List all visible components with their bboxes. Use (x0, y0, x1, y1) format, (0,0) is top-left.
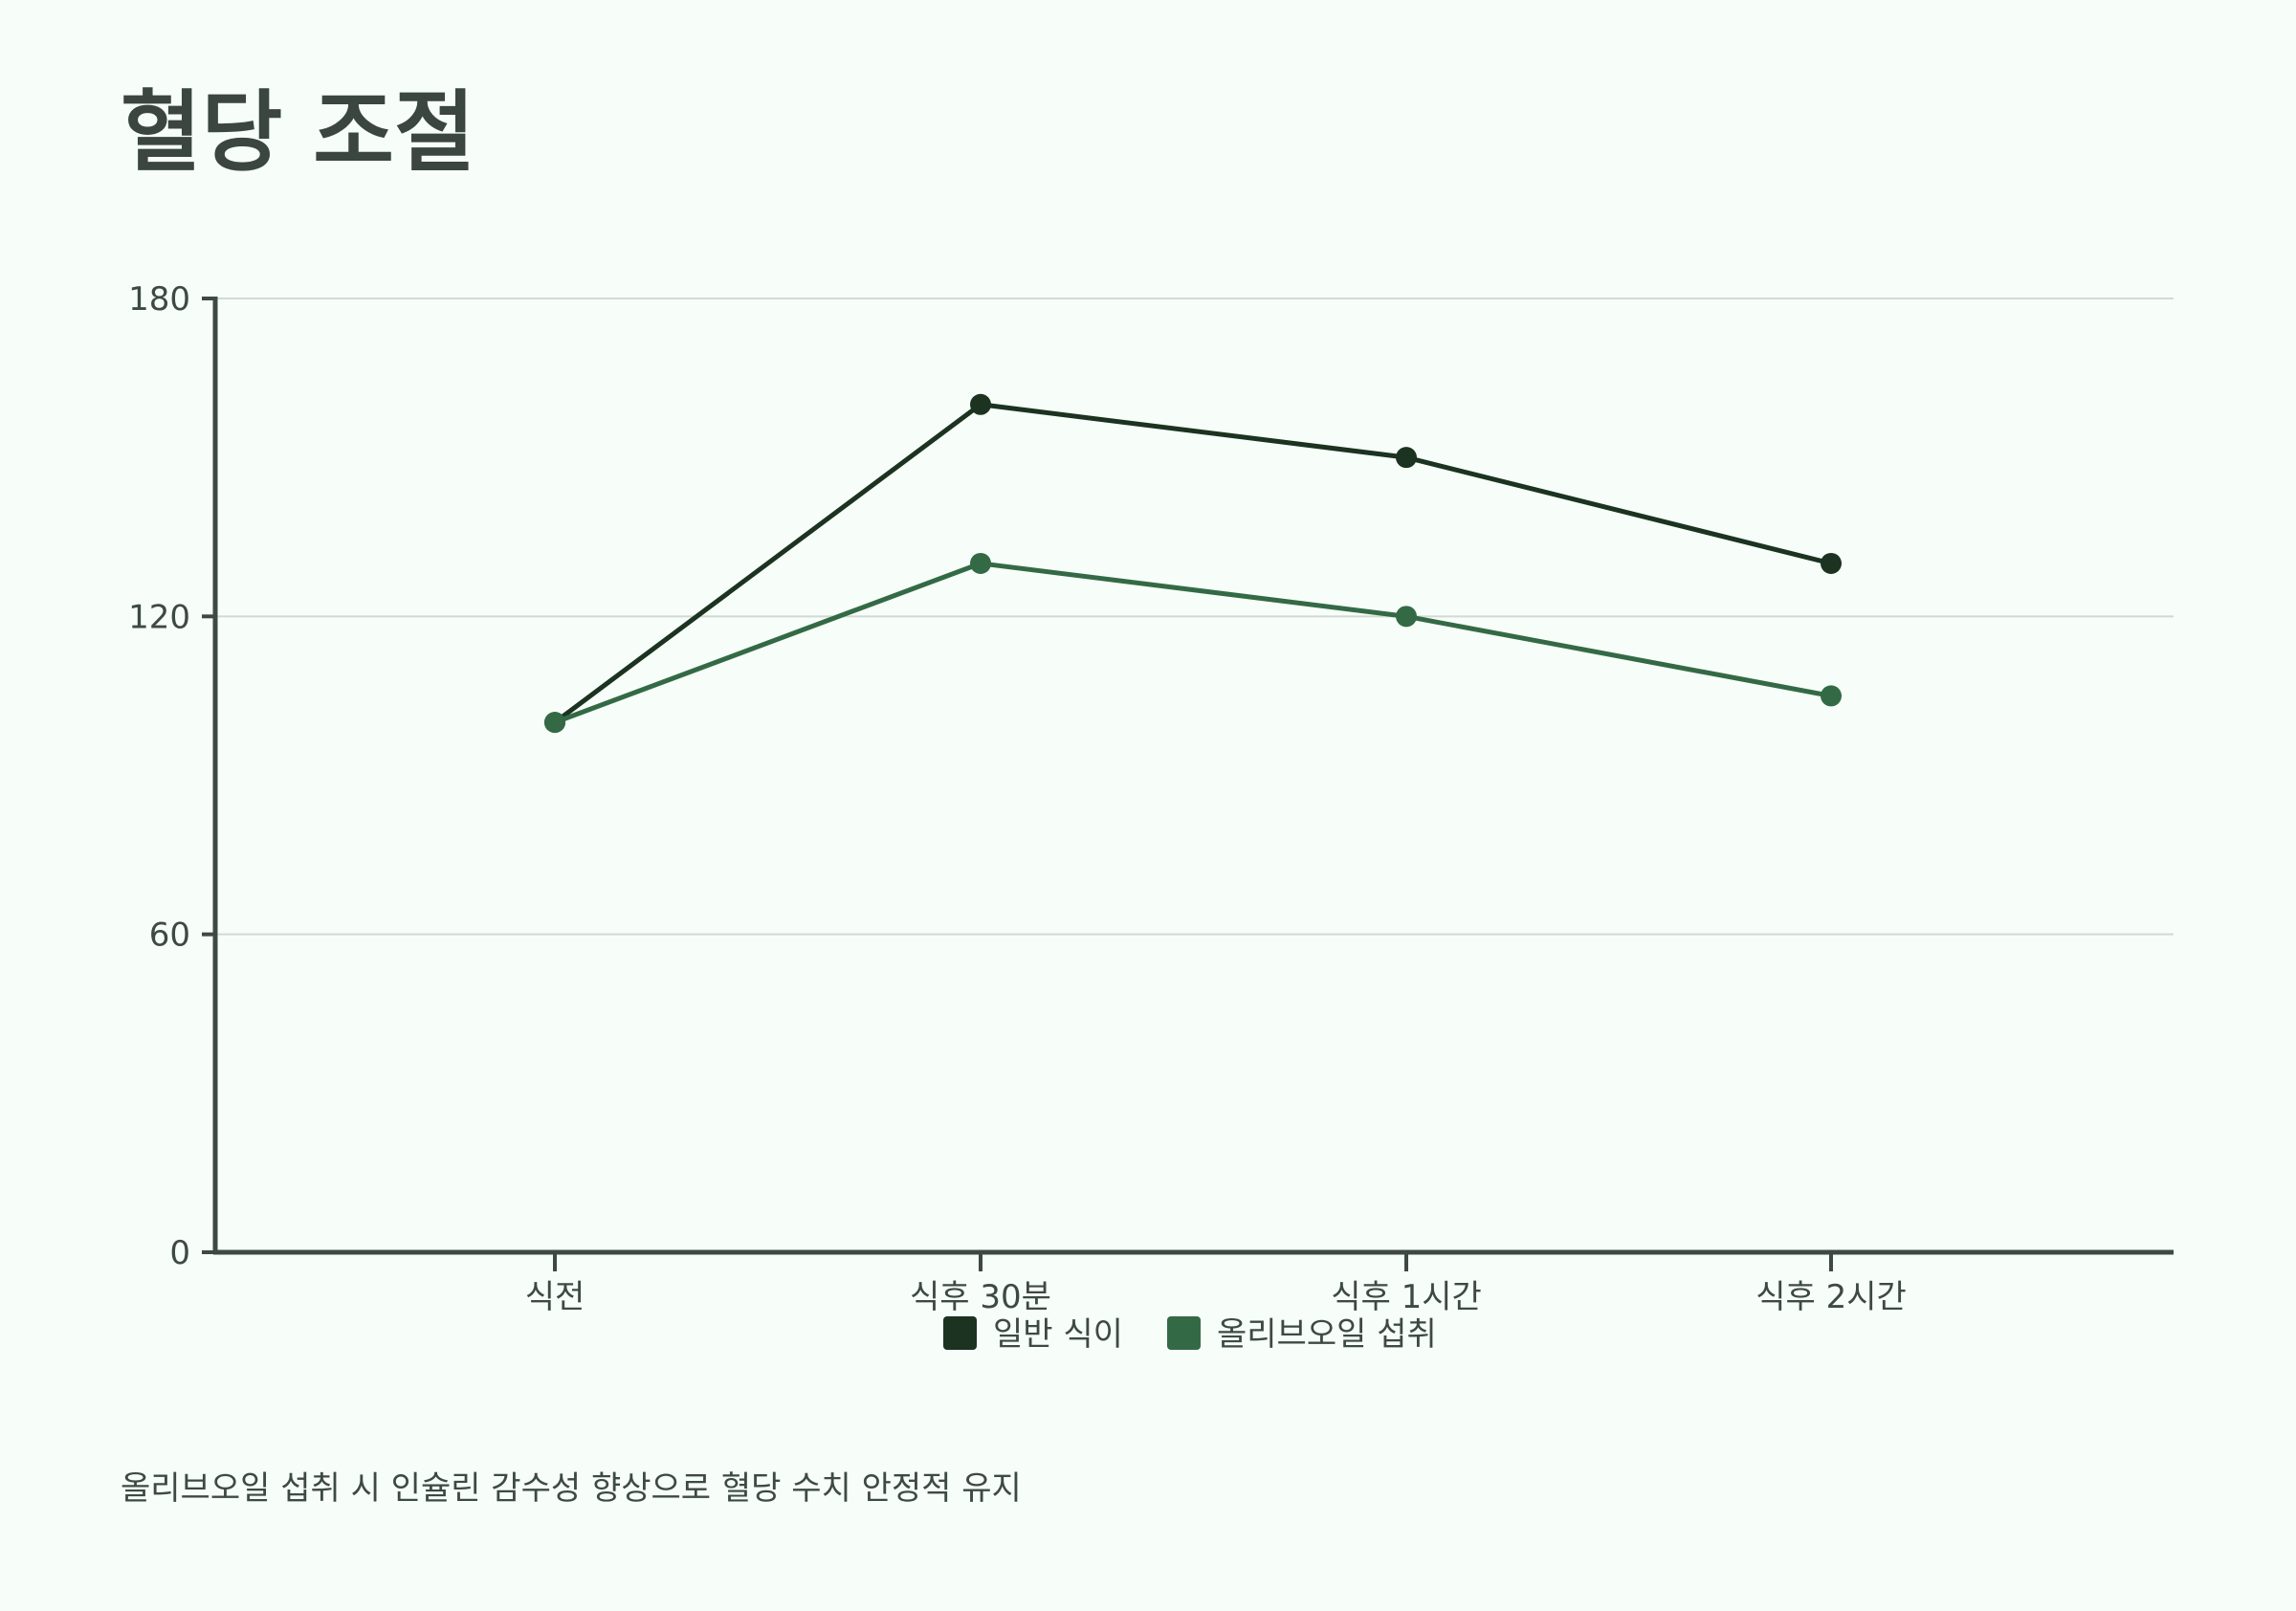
legend-item: 올리브오일 섭취 (1167, 1315, 1437, 1354)
grid-lines (215, 298, 2174, 936)
data-point (970, 552, 991, 574)
chart-caption: 올리브오일 섭취 시 인슐린 감수성 향상으로 혈당 수치 안정적 유지 (121, 1469, 1022, 1508)
y-tick-label: 120 (128, 598, 190, 636)
legend-swatch (943, 1316, 977, 1350)
x-tick-label: 식후 30분 (910, 1278, 1051, 1316)
data-point (1396, 447, 1417, 469)
legend-item: 일반 식이 (943, 1315, 1123, 1354)
axes: 0 60 120 180 식전 식후 30분 식후 1시간 식후 2시간 (128, 280, 2174, 1316)
series-line (552, 402, 1834, 725)
series-1 (544, 393, 1842, 734)
data-point (1821, 552, 1842, 574)
legend-label: 일반 식이 (993, 1315, 1123, 1354)
x-tick-label: 식후 2시간 (1755, 1278, 1907, 1316)
x-tick-label: 식후 1시간 (1331, 1278, 1482, 1316)
y-tick-label: 180 (128, 280, 190, 319)
legend-swatch (1167, 1316, 1201, 1350)
data-point (1396, 606, 1417, 628)
y-tick-label: 0 (169, 1234, 190, 1272)
series-group (544, 393, 1842, 734)
data-point (1821, 685, 1842, 707)
data-point (544, 712, 565, 734)
data-point (970, 393, 991, 415)
legend-label: 올리브오일 섭취 (1217, 1315, 1437, 1354)
legend: 일반 식이 올리브오일 섭취 (943, 1315, 1437, 1354)
series-line (552, 561, 1834, 725)
x-tick-label: 식전 (525, 1278, 585, 1316)
y-tick-label: 60 (149, 916, 190, 955)
chart-title: 혈당 조절 (121, 81, 475, 184)
series-2 (544, 552, 1842, 734)
